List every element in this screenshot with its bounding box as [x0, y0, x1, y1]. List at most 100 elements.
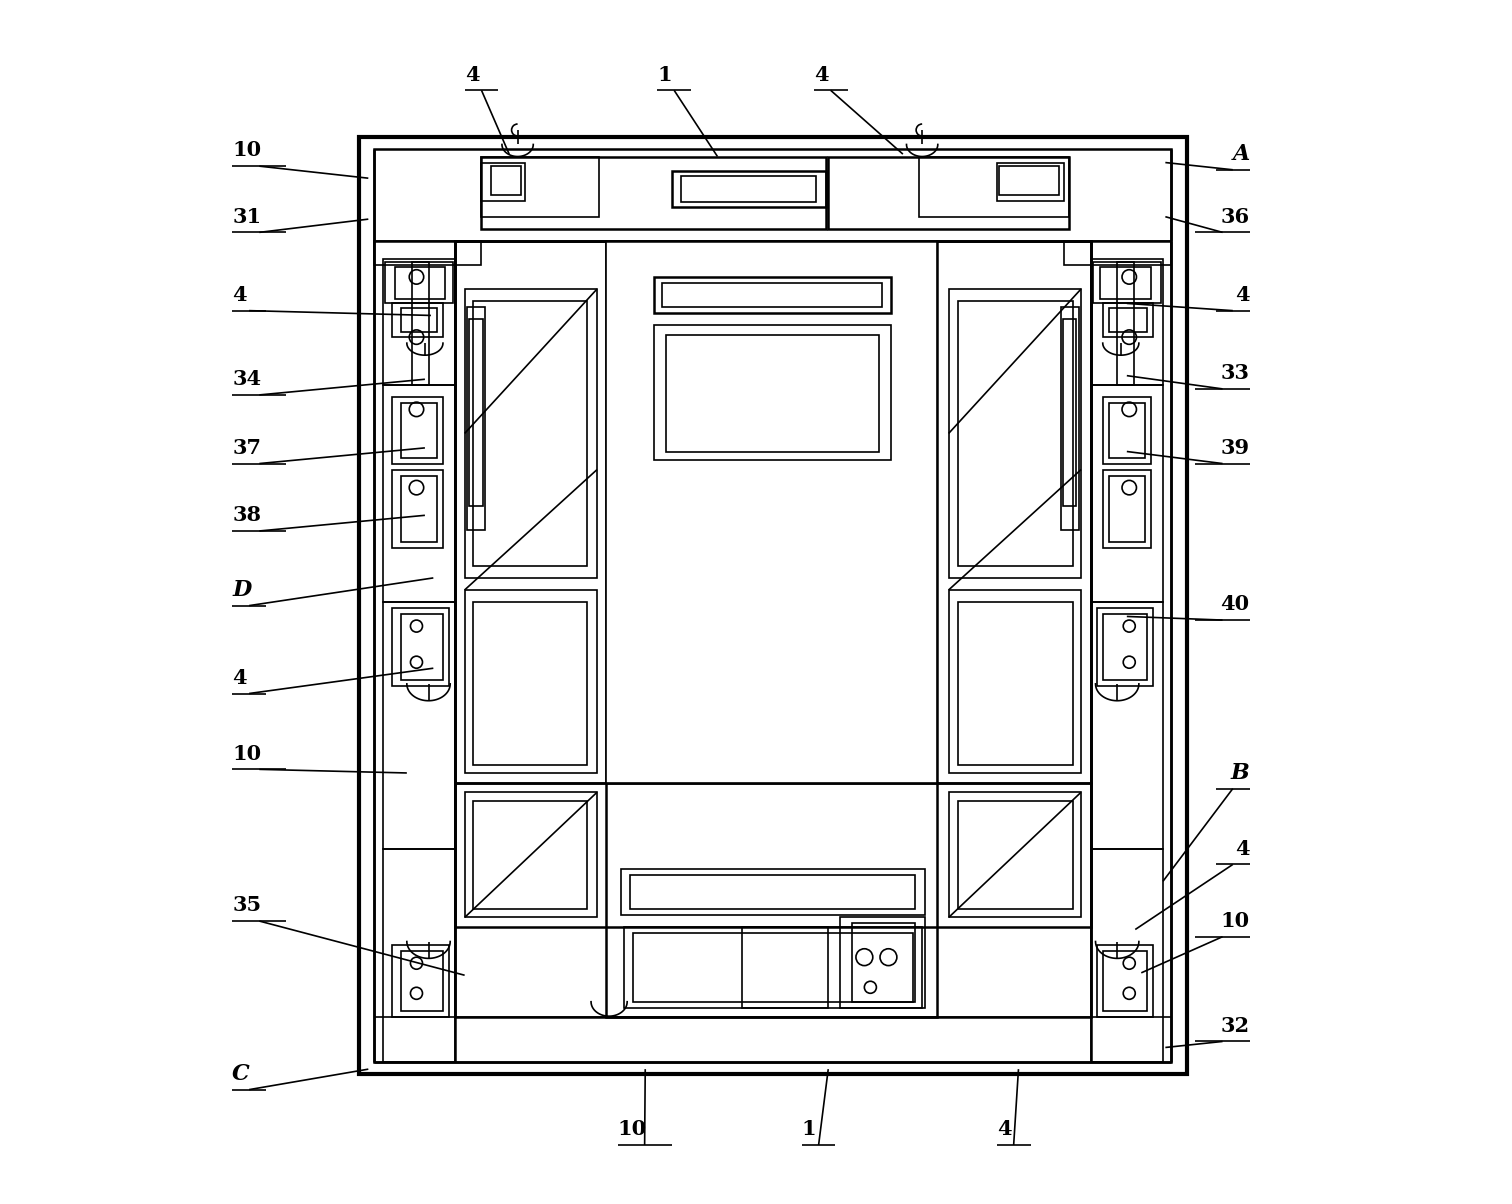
Bar: [383, 259, 455, 385]
Text: 33: 33: [1220, 364, 1249, 383]
Bar: [481, 157, 826, 229]
Bar: [1102, 951, 1148, 1011]
Text: 10: 10: [233, 744, 262, 763]
Bar: [401, 308, 437, 332]
Bar: [481, 157, 599, 217]
Bar: [853, 923, 915, 1002]
Bar: [1108, 403, 1145, 458]
Bar: [469, 319, 482, 506]
Bar: [1090, 602, 1163, 849]
Bar: [386, 262, 452, 303]
Bar: [623, 927, 922, 1008]
Bar: [634, 933, 913, 1002]
Text: 37: 37: [233, 438, 262, 458]
Bar: [959, 301, 1072, 566]
Bar: [605, 241, 936, 783]
Bar: [1101, 267, 1151, 299]
Bar: [401, 403, 437, 458]
Bar: [1096, 945, 1154, 1017]
Bar: [393, 608, 449, 686]
Bar: [455, 241, 1090, 1017]
Bar: [393, 303, 443, 337]
Text: 34: 34: [233, 370, 262, 389]
Bar: [605, 783, 936, 1017]
Bar: [401, 614, 443, 680]
Text: 4: 4: [233, 285, 246, 305]
Bar: [653, 325, 891, 460]
Bar: [948, 792, 1081, 917]
Text: 4: 4: [996, 1120, 1012, 1139]
Text: D: D: [233, 579, 251, 601]
Bar: [375, 241, 481, 265]
Bar: [1108, 308, 1148, 332]
Bar: [1090, 259, 1163, 385]
Text: C: C: [233, 1063, 249, 1085]
Text: B: B: [1231, 762, 1249, 784]
Bar: [1108, 476, 1145, 542]
Text: 4: 4: [464, 65, 479, 84]
Bar: [455, 783, 1090, 927]
Bar: [1090, 849, 1163, 1062]
Bar: [464, 792, 597, 917]
Bar: [841, 917, 924, 1008]
Text: 10: 10: [233, 141, 262, 160]
Bar: [671, 171, 826, 207]
Bar: [996, 163, 1064, 201]
Bar: [1117, 262, 1134, 385]
Text: 1: 1: [801, 1120, 816, 1139]
Text: 4: 4: [1235, 285, 1249, 305]
Bar: [464, 289, 597, 578]
Bar: [665, 335, 878, 452]
Bar: [375, 149, 1172, 1062]
Text: 31: 31: [233, 207, 262, 226]
Bar: [1060, 307, 1078, 530]
Bar: [1063, 319, 1077, 506]
Text: 4: 4: [233, 668, 246, 687]
Bar: [393, 945, 449, 1017]
Text: 39: 39: [1220, 438, 1249, 458]
Text: 32: 32: [1220, 1016, 1249, 1035]
Bar: [1102, 303, 1154, 337]
Bar: [473, 602, 588, 765]
Text: 40: 40: [1220, 595, 1249, 614]
Bar: [662, 283, 883, 307]
Text: 36: 36: [1220, 207, 1249, 226]
Bar: [358, 137, 1187, 1074]
Bar: [383, 385, 455, 602]
Bar: [467, 307, 485, 530]
Bar: [1064, 241, 1172, 265]
Bar: [682, 176, 816, 202]
Bar: [629, 875, 915, 909]
Bar: [473, 801, 588, 909]
Bar: [395, 267, 446, 299]
Bar: [653, 277, 891, 313]
Text: 35: 35: [233, 896, 262, 915]
Bar: [464, 590, 597, 773]
Bar: [1090, 385, 1163, 602]
Bar: [999, 166, 1060, 195]
Bar: [948, 289, 1081, 578]
Text: 10: 10: [617, 1120, 647, 1139]
Bar: [393, 397, 443, 464]
Bar: [473, 301, 588, 566]
Bar: [1102, 614, 1148, 680]
Bar: [383, 849, 455, 1062]
Bar: [936, 241, 1090, 783]
Bar: [393, 470, 443, 548]
Text: 4: 4: [1235, 839, 1249, 858]
Bar: [959, 801, 1072, 909]
Bar: [455, 241, 605, 783]
Bar: [621, 869, 924, 915]
Bar: [383, 602, 455, 849]
Bar: [741, 927, 829, 1008]
Bar: [1093, 262, 1161, 303]
Text: 38: 38: [233, 506, 262, 525]
Bar: [491, 166, 522, 195]
Bar: [1102, 470, 1151, 548]
Bar: [481, 163, 525, 201]
Text: 10: 10: [1220, 911, 1249, 931]
Bar: [401, 951, 443, 1011]
Bar: [411, 262, 428, 385]
Bar: [959, 602, 1072, 765]
Bar: [829, 157, 1069, 229]
